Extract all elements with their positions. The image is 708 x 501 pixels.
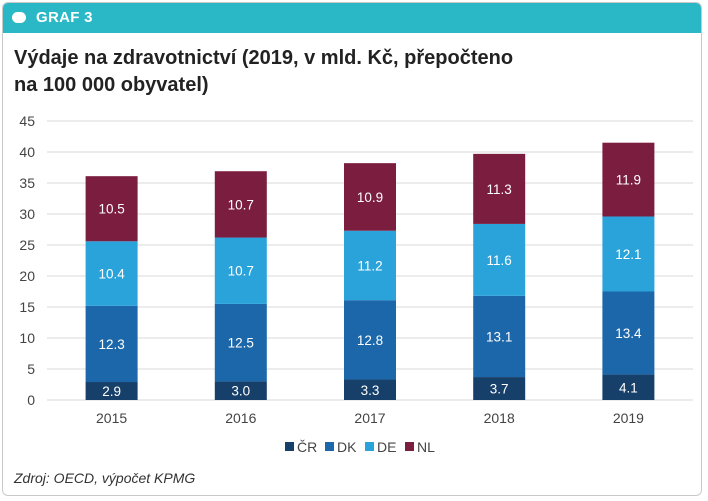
stacked-bar-chart: 0 5 10 15 20 25 30 35 40 45 2.9 12.3 10.4 10.5 2015 3.0… xyxy=(19,113,693,455)
chart-title-line1: Výdaje na zdravotnictví (2019, v mld. Kč… xyxy=(14,47,514,69)
y-tick-label: 10 xyxy=(19,330,35,346)
data-label: 2.9 xyxy=(102,384,121,399)
data-label: 12.3 xyxy=(98,337,124,352)
bar-segment xyxy=(473,153,526,224)
data-label: 10.9 xyxy=(357,190,383,205)
y-tick-label: 20 xyxy=(19,268,35,284)
bar-segment xyxy=(473,295,526,378)
data-label: 12.5 xyxy=(228,336,254,351)
bar-segment xyxy=(214,237,267,304)
bar-segment xyxy=(344,300,396,380)
bar-segment xyxy=(214,381,267,400)
bar-segment xyxy=(602,291,655,375)
data-label: 11.3 xyxy=(487,182,512,197)
data-label: 10.7 xyxy=(228,264,254,279)
data-label: 3.3 xyxy=(361,383,380,398)
legend-swatch xyxy=(325,442,334,451)
y-tick-label: 0 xyxy=(27,392,35,408)
chart-card: GRAF 3 Výdaje na zdravotnictví (2019, v … xyxy=(2,2,702,496)
legend-swatch xyxy=(365,442,374,451)
data-label: 10.7 xyxy=(228,197,254,212)
bar-segment xyxy=(473,223,526,296)
x-tick-label: 2017 xyxy=(354,410,385,426)
y-tick-label: 45 xyxy=(19,113,35,129)
bar-segment xyxy=(344,163,396,231)
data-label: 12.1 xyxy=(615,247,641,262)
chart-title-line2: na 100 000 obyvatel) xyxy=(14,74,209,96)
data-label: 11.2 xyxy=(357,258,382,273)
bar-segment xyxy=(602,142,655,217)
bar-segment xyxy=(214,303,267,382)
data-label: 3.0 xyxy=(231,384,250,399)
bar-segment xyxy=(85,305,138,383)
bar-segment xyxy=(85,176,138,242)
bar-segment xyxy=(344,379,396,400)
legend-label: ČR xyxy=(297,439,317,455)
y-tick-label: 25 xyxy=(19,237,35,253)
bar-segment xyxy=(85,382,138,400)
legend-swatch xyxy=(405,442,414,451)
bar-segment xyxy=(214,171,267,238)
bar-segment xyxy=(85,241,138,306)
x-tick-label: 2018 xyxy=(484,410,515,426)
bar-segment xyxy=(344,230,396,301)
bar-segment xyxy=(602,374,655,400)
data-label: 11.9 xyxy=(616,173,641,188)
data-label: 10.5 xyxy=(98,202,124,217)
x-tick-label: 2015 xyxy=(96,410,127,426)
legend-swatch xyxy=(285,442,294,451)
data-label: 4.1 xyxy=(619,380,638,395)
chart-title: Výdaje na zdravotnictví (2019, v mld. Kč… xyxy=(14,45,634,99)
header-label: GRAF 3 xyxy=(36,9,93,26)
data-label: 12.8 xyxy=(357,333,383,348)
y-tick-label: 15 xyxy=(19,299,35,315)
y-tick-label: 5 xyxy=(27,361,35,377)
legend-label: NL xyxy=(417,439,435,455)
source-note: Zdroj: OECD, výpočet KPMG xyxy=(14,470,196,486)
y-tick-label: 30 xyxy=(19,206,35,222)
x-tick-label: 2016 xyxy=(225,410,256,426)
bar-segment xyxy=(473,377,526,400)
header-dot-icon xyxy=(12,12,26,23)
header-bar: GRAF 3 xyxy=(3,3,701,33)
bar-segment xyxy=(602,216,655,292)
legend-label: DK xyxy=(337,439,357,455)
data-label: 11.6 xyxy=(487,253,512,268)
data-label: 3.7 xyxy=(490,382,509,397)
y-tick-label: 40 xyxy=(19,144,35,160)
data-label: 10.4 xyxy=(98,267,125,282)
legend-label: DE xyxy=(377,439,396,455)
data-label: 13.1 xyxy=(486,329,512,344)
y-tick-label: 35 xyxy=(19,175,35,191)
data-label: 13.4 xyxy=(615,326,642,341)
x-tick-label: 2019 xyxy=(613,410,644,426)
